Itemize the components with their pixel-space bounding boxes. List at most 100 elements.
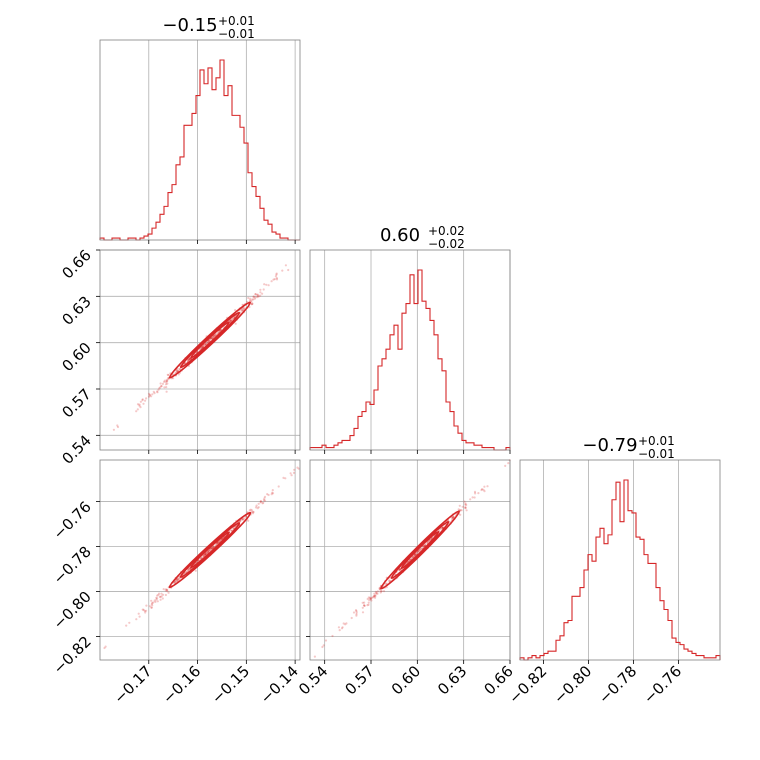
scatter-point [292,471,296,474]
scatter-point [162,588,165,591]
y-tick-label-1: 0.57 [58,385,94,421]
scatter-point [262,498,265,502]
scatter-point [167,377,170,380]
scatter-point [366,597,369,601]
scatter-point [355,611,358,614]
scatter-point [252,510,255,513]
scatter-point [174,579,177,582]
scatter-point [188,357,191,360]
scatter-point [204,343,207,346]
scatter-point [252,295,255,299]
scatter-point [262,501,265,504]
scatter-point [204,343,207,346]
scatter-point [194,569,197,572]
scatter-point [367,603,370,606]
scatter-point [259,291,262,294]
scatter-point [234,309,237,312]
scatter-point [313,655,316,658]
histogram-steps [519,479,721,661]
scatter-panel-1-2: 0.54 0.57 0.60 0.63 0.66 [295,459,517,698]
scatter-point [417,550,420,553]
scatter-point [188,358,191,361]
scatter-point [459,509,462,512]
scatter-point [141,399,144,402]
scatter-point [200,557,203,560]
y-tick-label-1: −0.80 [50,588,95,633]
scatter-point [274,275,277,278]
scatter-point [257,506,260,509]
scatter-point [206,340,209,343]
x-tick-label-2: −0.15 [208,662,253,707]
scatter-point [239,311,242,314]
scatter-point [219,328,222,332]
scatter-point [212,545,215,548]
scatter-point [204,342,207,346]
scatter-point [152,390,155,393]
title-sup-1: +0.02 [428,224,465,238]
scatter-point [321,645,324,649]
scatter-point [375,591,378,594]
contour-level-2 [400,530,440,570]
scatter-point [369,597,372,600]
histogram-panel-2: −0.82 −0.80 −0.78 −0.76 −0.79 +0.01−0.01 [505,434,721,707]
scatter-point [172,377,175,380]
scatter-point [164,383,168,386]
scatter-point [263,497,266,500]
scatter-point [261,292,264,295]
scatter-point [275,278,279,281]
scatter-point [165,378,168,381]
title-value: −0.79 [582,435,637,456]
scatter-point [429,538,432,541]
scatter-point [145,609,148,612]
scatter-point [176,578,179,581]
scatter-point [266,493,269,496]
scatter-point [277,485,280,488]
scatter-point [464,506,467,509]
scatter-point [361,601,364,604]
title-sup-0: +0.01 [218,14,255,28]
scatter-point [150,395,153,398]
scatter-point [205,342,208,346]
histogram-steps [99,59,300,241]
scatter-point [247,296,250,300]
scatter-point [450,516,453,519]
scatter-point [289,472,292,475]
title-sub-0: −0.01 [218,27,255,41]
scatter-point [125,624,128,627]
scatter-point [363,601,366,604]
x-tick-label-3: −0.76 [640,662,685,707]
scatter-point [426,541,429,544]
title-sub-2: −0.01 [638,447,675,461]
scatter-point [281,269,284,272]
scatter-panel-0-2: −0.17 −0.16 −0.15 −0.14−0.82−0.80−0.78−0.76 [50,459,302,707]
scatter-point [363,604,366,607]
scatter-point [344,623,347,626]
scatter-point [267,493,270,497]
scatter-point [148,394,151,397]
scatter-point [380,590,383,593]
scatter-point [451,516,454,519]
scatter-point [296,466,299,469]
scatter-point [145,397,148,400]
scatter-point [177,577,180,580]
scatter-point [482,488,485,491]
title-sub-1: −0.02 [428,237,465,251]
scatter-point [464,507,467,510]
scatter-point [207,549,211,552]
scatter-point [271,492,275,495]
scatter-point [204,552,207,555]
scatter-point [367,601,370,604]
y-tick-label-2: −0.78 [50,543,95,588]
scatter-point [473,490,477,493]
scatter-point [156,597,159,600]
scatter-point [361,611,365,614]
scatter-point [138,403,141,406]
scatter-point [366,604,369,607]
scatter-point [153,599,156,602]
scatter-point [413,553,416,557]
scatter-point [242,518,245,521]
x-tick-label-2: −0.78 [595,662,640,707]
scatter-point [208,549,211,552]
scatter-point [367,596,370,599]
scatter-point [202,344,205,347]
